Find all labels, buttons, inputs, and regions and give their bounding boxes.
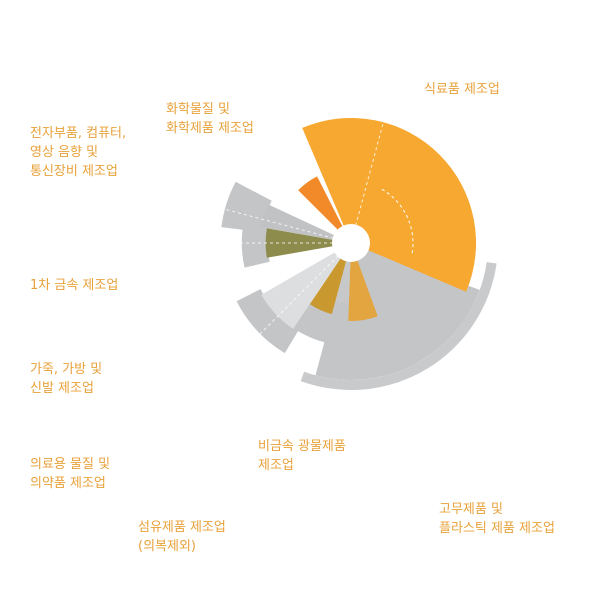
data-sectors <box>260 117 477 329</box>
label-nonmetal: 비금속 광물제품 제조업 <box>258 437 346 475</box>
label-food-line-1: 식료품 제조업 <box>424 82 500 97</box>
label-textile-line-2: (의복제외) <box>138 539 196 554</box>
sector-chemical <box>298 176 343 231</box>
guide-spoke-1 <box>355 112 387 226</box>
label-leather: 가죽, 가방 및 신발 제조업 <box>30 360 102 398</box>
label-leather-line-1: 가죽, 가방 및 <box>30 362 103 377</box>
guide-lines <box>216 112 414 339</box>
label-textile: 섬유제품 제조업 (의복제외) <box>138 518 226 556</box>
sector-food <box>302 117 477 292</box>
label-nonmetal-line-1: 비금속 광물제품 <box>258 439 346 454</box>
label-medical-line-2: 의약품 제조업 <box>30 476 106 491</box>
back-sector-electronic <box>221 181 272 233</box>
label-medical-line-1: 의료용 물질 및 <box>30 457 111 472</box>
sector-leather <box>261 252 341 329</box>
label-nonmetal-line-2: 제조업 <box>258 458 294 473</box>
label-electronic-line-3: 통신장비 제조업 <box>30 164 118 179</box>
sector-textile <box>335 260 351 304</box>
center-hole <box>332 224 370 262</box>
label-electronic-line-2: 영상 음향 및 <box>30 145 99 160</box>
label-chemical-line-1: 화학물질 및 <box>166 102 230 117</box>
label-electronic: 전자부품, 컴퓨터, 영상 음향 및 통신장비 제조업 <box>30 124 126 181</box>
label-electronic-line-1: 전자부품, 컴퓨터, <box>30 126 127 141</box>
label-chemical: 화학물질 및 화학제품 제조업 <box>166 100 254 138</box>
back-sector-nonmetal <box>341 312 393 351</box>
label-food: 식료품 제조업 <box>424 80 500 99</box>
back-sector-leather <box>236 289 299 354</box>
sector-nonmetal <box>348 259 378 321</box>
back-sector-metal <box>241 218 270 268</box>
label-leather-line-2: 신발 제조업 <box>30 381 94 396</box>
sector-metal <box>265 228 334 258</box>
label-textile-line-1: 섬유제품 제조업 <box>138 520 226 535</box>
label-metal: 1차 금속 제조업 <box>30 276 118 295</box>
guide-ring <box>381 188 414 254</box>
sector-medical <box>309 257 347 315</box>
label-rubber-line-1: 고무제품 및 <box>439 502 503 517</box>
label-chemical-line-2: 화학제품 제조업 <box>166 121 254 136</box>
sector-rubber-arc <box>300 262 497 390</box>
guide-spoke-3 <box>220 207 334 239</box>
label-rubber-line-2: 플라스틱 제품 제조업 <box>439 521 555 536</box>
label-metal-line-1: 1차 금속 제조업 <box>30 278 119 293</box>
label-medical: 의료용 물질 및 의약품 제조업 <box>30 455 110 493</box>
sector-electronic <box>260 204 335 240</box>
guide-spoke-4 <box>255 255 339 339</box>
label-rubber: 고무제품 및 플라스틱 제품 제조업 <box>439 500 555 538</box>
